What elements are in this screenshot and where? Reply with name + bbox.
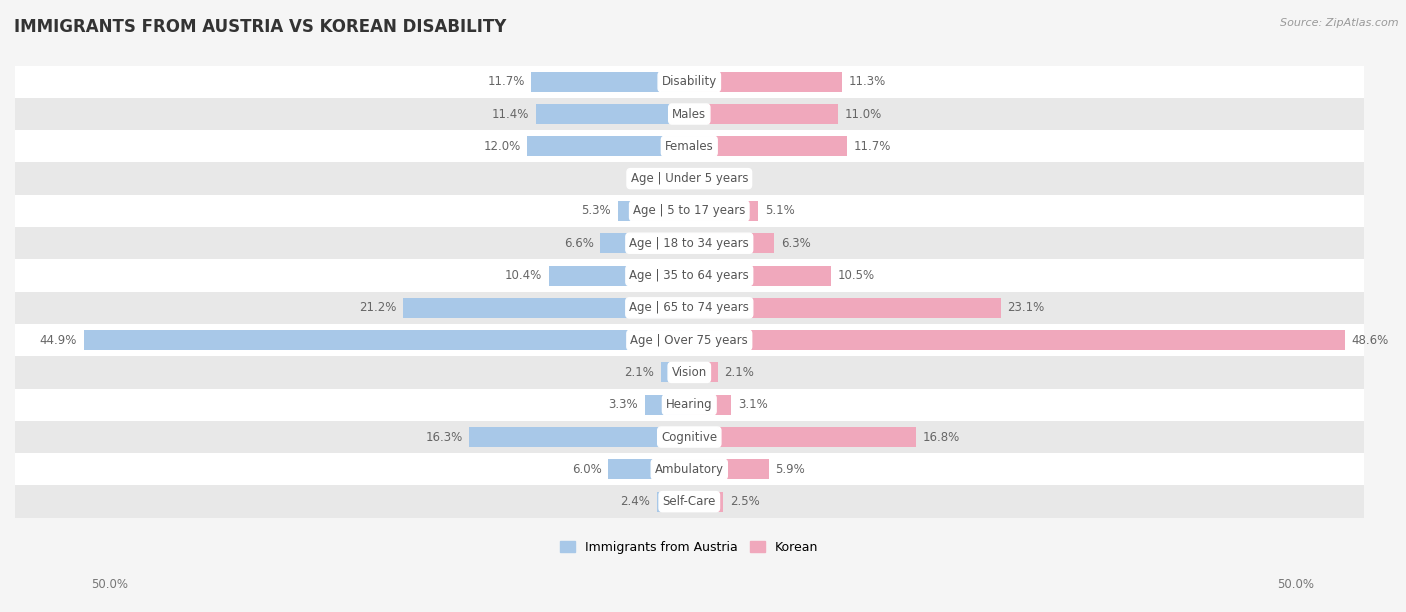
Text: Source: ZipAtlas.com: Source: ZipAtlas.com bbox=[1281, 18, 1399, 28]
Text: 2.4%: 2.4% bbox=[620, 495, 650, 508]
Text: 50.0%: 50.0% bbox=[1278, 578, 1315, 591]
Text: 2.1%: 2.1% bbox=[724, 366, 754, 379]
Text: Disability: Disability bbox=[662, 75, 717, 88]
Text: Self-Care: Self-Care bbox=[662, 495, 716, 508]
Bar bbox=[689, 491, 723, 512]
Text: 11.3%: 11.3% bbox=[848, 75, 886, 88]
Text: 16.3%: 16.3% bbox=[426, 430, 463, 444]
Legend: Immigrants from Austria, Korean: Immigrants from Austria, Korean bbox=[555, 536, 824, 559]
Text: 11.4%: 11.4% bbox=[492, 108, 529, 121]
Text: 3.1%: 3.1% bbox=[738, 398, 768, 411]
Text: 10.4%: 10.4% bbox=[505, 269, 543, 282]
Text: 11.0%: 11.0% bbox=[845, 108, 882, 121]
Bar bbox=[15, 195, 1364, 227]
Bar bbox=[404, 298, 689, 318]
Text: 5.9%: 5.9% bbox=[776, 463, 806, 476]
Bar bbox=[15, 98, 1364, 130]
Text: 2.1%: 2.1% bbox=[624, 366, 654, 379]
Text: 6.3%: 6.3% bbox=[780, 237, 811, 250]
Text: 21.2%: 21.2% bbox=[360, 301, 396, 315]
Bar bbox=[689, 104, 838, 124]
Bar bbox=[15, 162, 1364, 195]
Text: IMMIGRANTS FROM AUSTRIA VS KOREAN DISABILITY: IMMIGRANTS FROM AUSTRIA VS KOREAN DISABI… bbox=[14, 18, 506, 36]
Text: Age | 5 to 17 years: Age | 5 to 17 years bbox=[633, 204, 745, 217]
Text: 44.9%: 44.9% bbox=[39, 334, 77, 346]
Text: 23.1%: 23.1% bbox=[1008, 301, 1045, 315]
Text: 2.5%: 2.5% bbox=[730, 495, 759, 508]
Text: 12.0%: 12.0% bbox=[484, 140, 520, 153]
Bar bbox=[689, 427, 915, 447]
Text: 1.3%: 1.3% bbox=[636, 172, 665, 185]
Text: Age | Over 75 years: Age | Over 75 years bbox=[630, 334, 748, 346]
Text: 3.3%: 3.3% bbox=[609, 398, 638, 411]
Text: Ambulatory: Ambulatory bbox=[655, 463, 724, 476]
Text: Age | 65 to 74 years: Age | 65 to 74 years bbox=[630, 301, 749, 315]
Text: Age | 35 to 64 years: Age | 35 to 64 years bbox=[630, 269, 749, 282]
Text: Cognitive: Cognitive bbox=[661, 430, 717, 444]
Bar bbox=[661, 362, 689, 382]
Bar bbox=[15, 485, 1364, 518]
Text: 6.0%: 6.0% bbox=[572, 463, 602, 476]
Text: 11.7%: 11.7% bbox=[853, 140, 891, 153]
Text: Age | Under 5 years: Age | Under 5 years bbox=[630, 172, 748, 185]
Bar bbox=[536, 104, 689, 124]
Bar bbox=[645, 395, 689, 415]
Bar bbox=[15, 227, 1364, 259]
Bar bbox=[600, 233, 689, 253]
Bar bbox=[15, 130, 1364, 162]
Bar bbox=[548, 266, 689, 286]
Bar bbox=[689, 201, 758, 221]
Bar bbox=[15, 324, 1364, 356]
Bar bbox=[689, 460, 769, 479]
Text: 48.6%: 48.6% bbox=[1351, 334, 1389, 346]
Text: 50.0%: 50.0% bbox=[91, 578, 128, 591]
Bar bbox=[689, 362, 717, 382]
Text: 5.3%: 5.3% bbox=[582, 204, 612, 217]
Bar bbox=[689, 72, 842, 92]
Bar bbox=[15, 356, 1364, 389]
Text: 10.5%: 10.5% bbox=[838, 269, 875, 282]
Bar bbox=[672, 169, 689, 188]
Bar bbox=[689, 298, 1001, 318]
Text: Vision: Vision bbox=[672, 366, 707, 379]
Text: 5.1%: 5.1% bbox=[765, 204, 794, 217]
Bar bbox=[15, 389, 1364, 421]
Bar bbox=[689, 136, 846, 156]
Bar bbox=[609, 460, 689, 479]
Text: Males: Males bbox=[672, 108, 706, 121]
Text: 11.7%: 11.7% bbox=[488, 75, 524, 88]
Text: Age | 18 to 34 years: Age | 18 to 34 years bbox=[630, 237, 749, 250]
Text: 1.2%: 1.2% bbox=[713, 172, 742, 185]
Bar bbox=[689, 233, 775, 253]
Bar bbox=[15, 259, 1364, 292]
Text: 16.8%: 16.8% bbox=[922, 430, 960, 444]
Bar bbox=[15, 421, 1364, 453]
Text: 6.6%: 6.6% bbox=[564, 237, 593, 250]
Bar bbox=[470, 427, 689, 447]
Text: Females: Females bbox=[665, 140, 714, 153]
Bar bbox=[689, 169, 706, 188]
Bar bbox=[84, 330, 689, 350]
Bar bbox=[657, 491, 689, 512]
Bar bbox=[531, 72, 689, 92]
Bar bbox=[689, 395, 731, 415]
Bar bbox=[689, 266, 831, 286]
Text: Hearing: Hearing bbox=[666, 398, 713, 411]
Bar bbox=[689, 330, 1344, 350]
Bar bbox=[15, 292, 1364, 324]
Bar bbox=[617, 201, 689, 221]
Bar bbox=[15, 453, 1364, 485]
Bar bbox=[15, 65, 1364, 98]
Bar bbox=[527, 136, 689, 156]
